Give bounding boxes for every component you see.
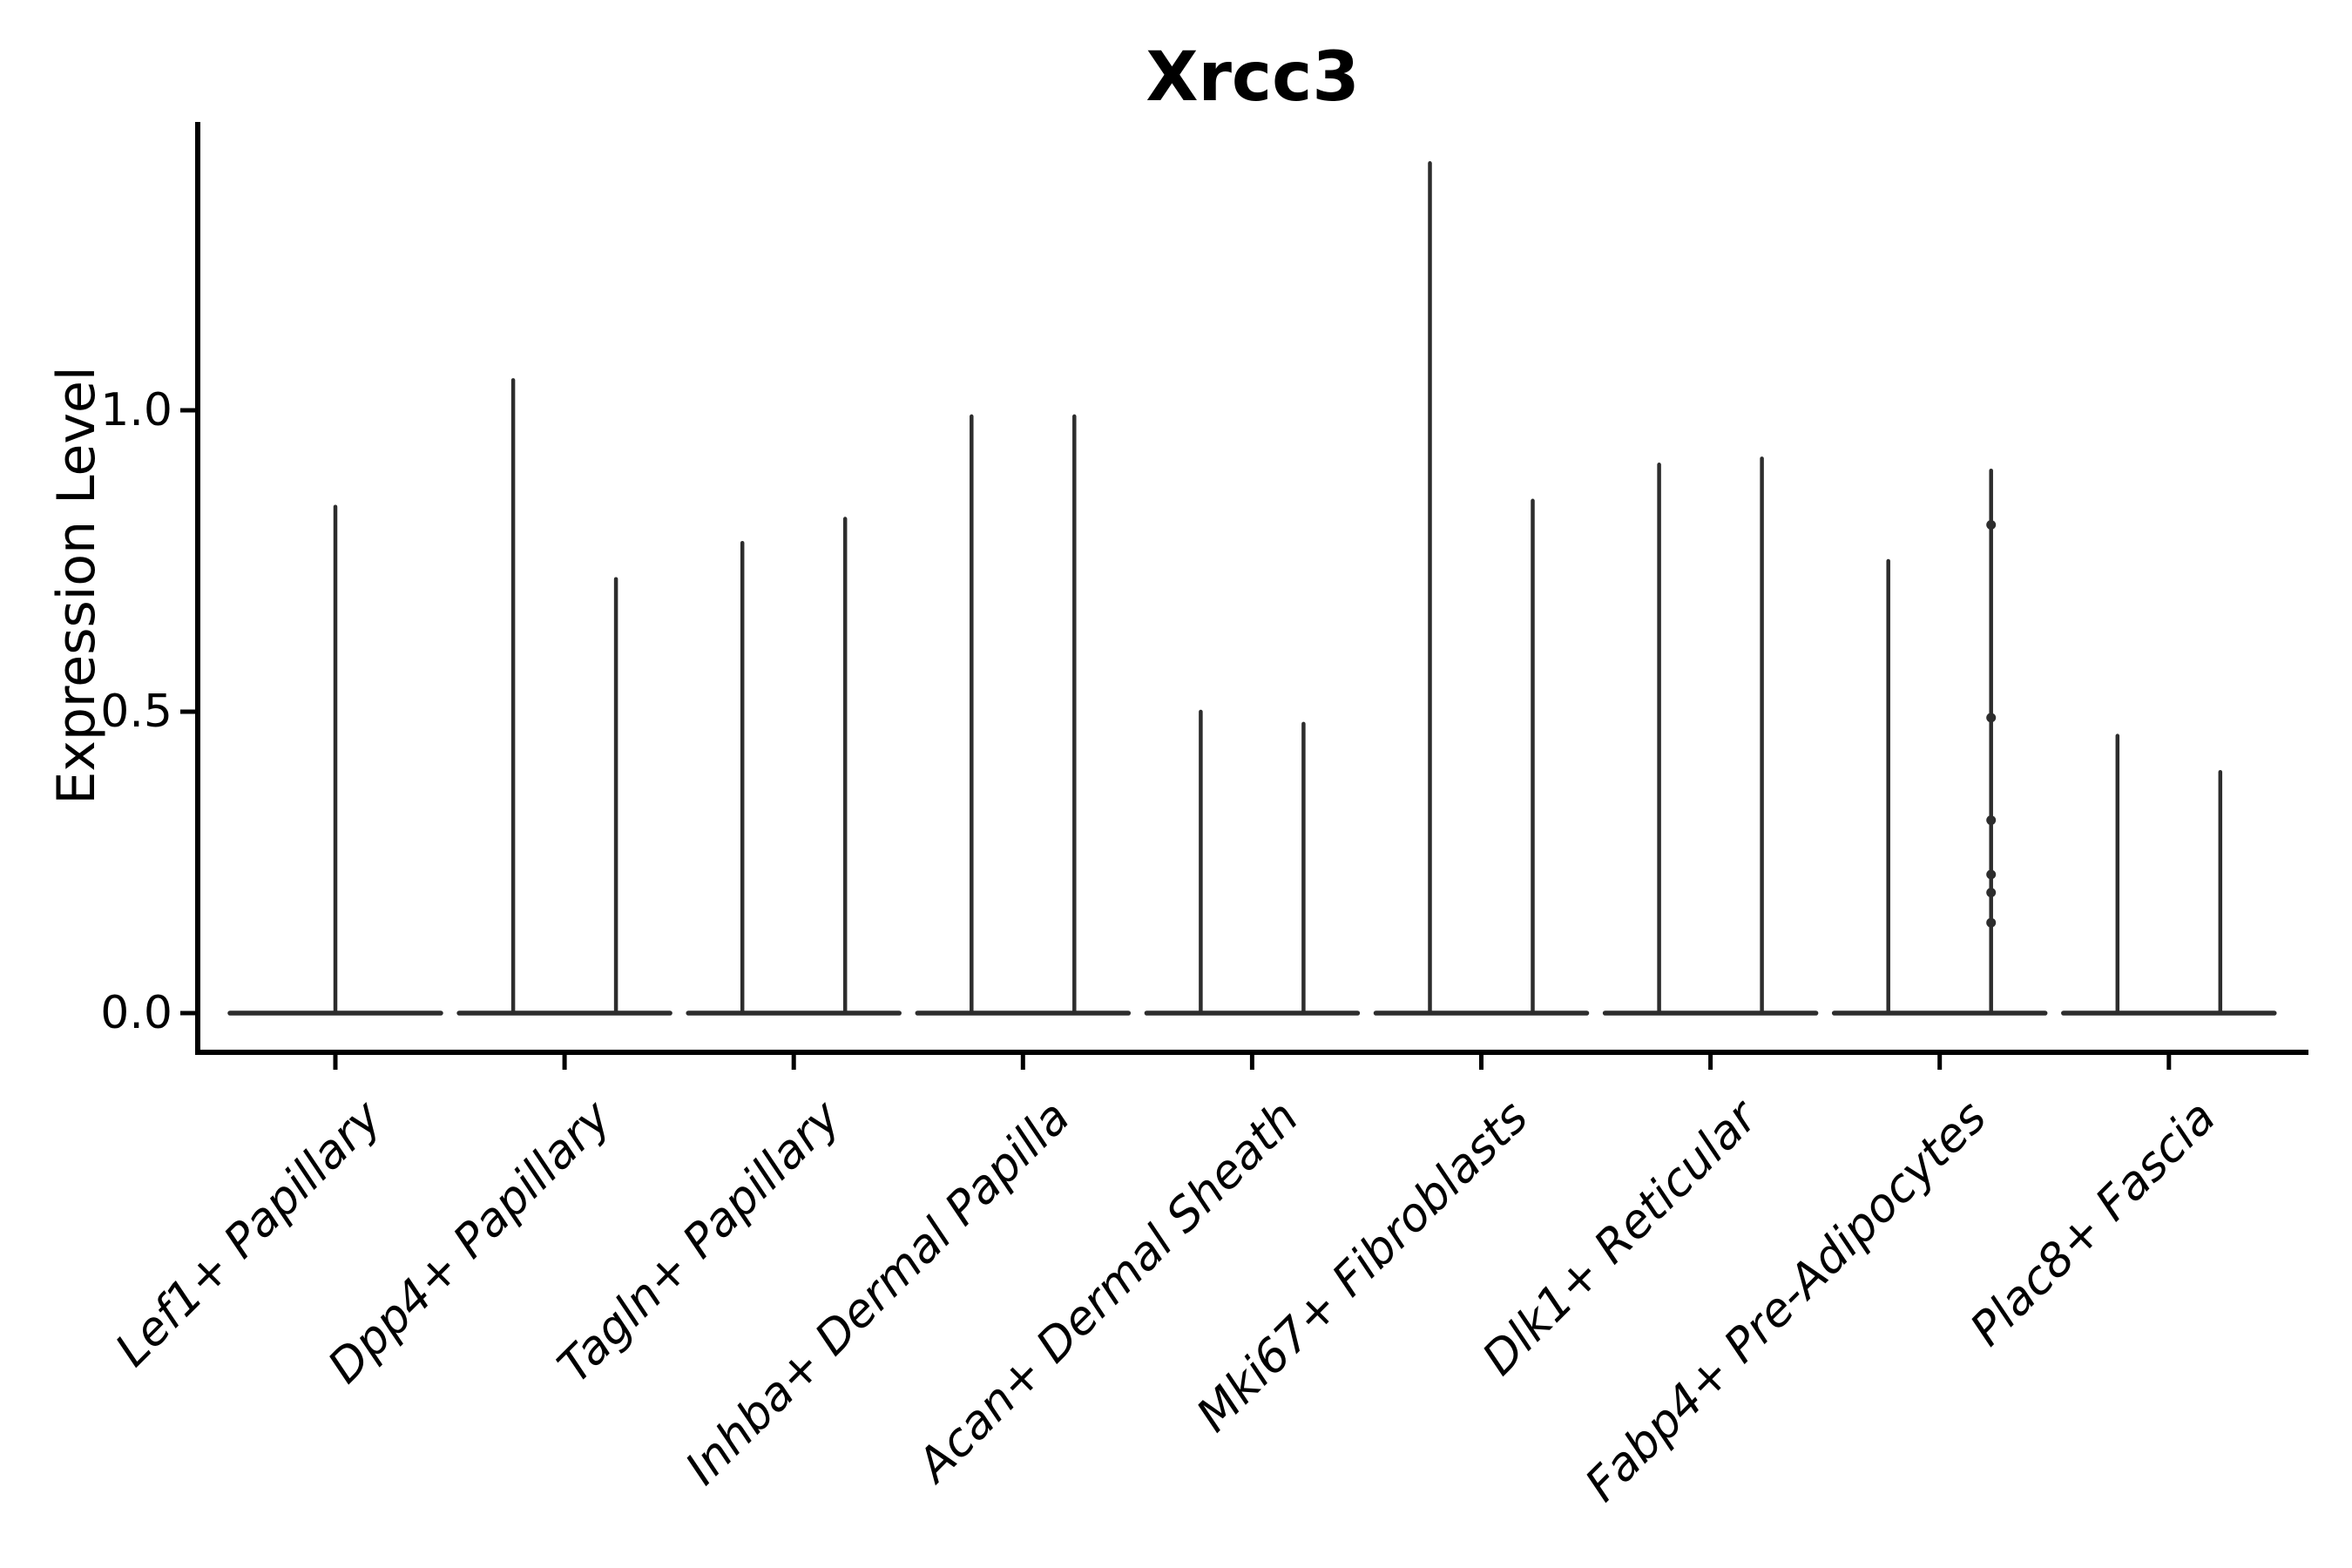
data-point — [1986, 713, 1997, 723]
data-point — [1986, 869, 1997, 880]
data-point — [1986, 519, 1997, 530]
chart-title: Xrcc3 — [1146, 38, 1360, 117]
y-axis-label: Expression Level — [46, 366, 107, 805]
y-tick-label: 1.0 — [100, 384, 172, 436]
y-tick-label: 0.0 — [100, 987, 172, 1039]
data-point — [1986, 917, 1997, 928]
data-point — [1986, 815, 1997, 826]
y-tick-label: 0.5 — [100, 686, 172, 738]
data-point — [1986, 888, 1997, 898]
